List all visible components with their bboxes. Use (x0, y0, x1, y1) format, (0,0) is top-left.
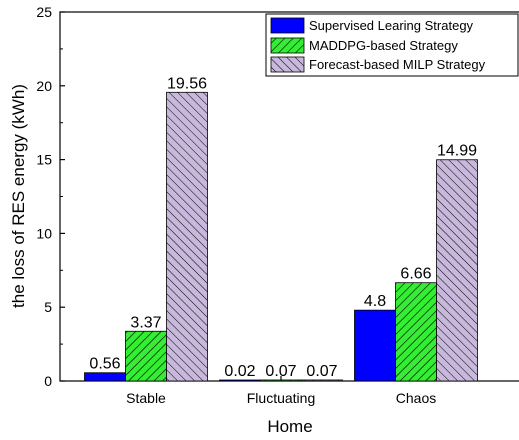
y-axis-title: the loss of RES energy (kWh) (9, 84, 28, 308)
data-label-fluctuating-series-2: 0.07 (306, 363, 337, 380)
x-tick-label-stable: Stable (126, 390, 166, 406)
y-tick-label: 25 (36, 4, 52, 20)
bars (84, 91, 478, 382)
legend: Supervised Learing Strategy MADDPG-based… (265, 13, 519, 77)
bar-fluctuating-series-0 (219, 379, 261, 382)
bar-chaos-series-2 (436, 159, 478, 382)
data-label-stable-series-0: 0.56 (89, 356, 120, 373)
legend-item-milp: Forecast-based MILP Strategy (270, 56, 486, 73)
legend-label-supervised: Supervised Learing Strategy (309, 18, 474, 33)
bar-stable-series-0 (84, 372, 126, 382)
legend-item-maddpg: MADDPG-based Strategy (270, 37, 458, 54)
data-label-chaos-series-0: 4.8 (364, 293, 386, 310)
x-tick-label-fluctuating: Fluctuating (247, 390, 315, 406)
bar-chaos-series-0 (354, 309, 396, 382)
bar-fluctuating-series-1 (260, 379, 302, 382)
x-axis-title: Home (267, 417, 312, 436)
legend-swatch-supervised (270, 17, 305, 34)
y-tick-label: 0 (44, 373, 52, 389)
y-axis: 0 5 10 15 20 25 (36, 4, 65, 389)
legend-item-supervised: Supervised Learing Strategy (270, 17, 474, 34)
legend-label-maddpg: MADDPG-based Strategy (309, 38, 458, 53)
y-tick-label: 20 (36, 78, 52, 94)
data-label-fluctuating-series-0: 0.02 (224, 363, 255, 380)
data-label-stable-series-1: 3.37 (130, 314, 161, 331)
data-label-stable-series-2: 19.56 (167, 75, 207, 92)
bar-stable-series-2 (166, 91, 208, 382)
y-tick-label: 5 (44, 299, 52, 315)
data-label-fluctuating-series-1: 0.07 (265, 363, 296, 380)
legend-label-milp: Forecast-based MILP Strategy (309, 57, 486, 72)
data-label-chaos-series-1: 6.66 (400, 266, 431, 283)
x-tick-label-chaos: Chaos (396, 390, 436, 406)
legend-swatch-milp (270, 56, 305, 73)
bar-fluctuating-series-2 (301, 379, 343, 382)
legend-box (265, 13, 519, 77)
y-tick-label: 10 (36, 225, 52, 241)
data-labels: 0.56 3.37 19.56 0.02 0.07 0.07 4.8 6.66 14.99 (89, 75, 477, 380)
y-tick-label: 15 (36, 152, 52, 168)
bar-chaos-series-1 (395, 282, 437, 382)
bar-stable-series-1 (125, 330, 167, 382)
data-label-chaos-series-2: 14.99 (437, 143, 477, 160)
legend-swatch-maddpg (270, 37, 305, 54)
